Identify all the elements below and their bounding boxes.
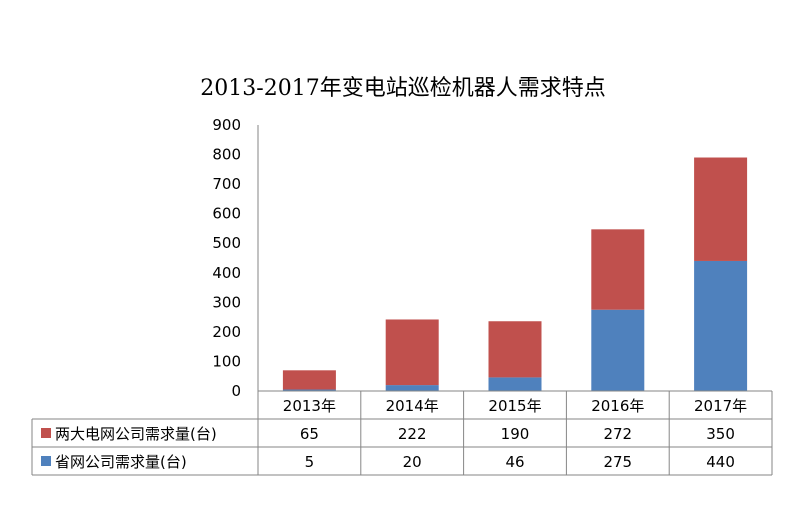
- data-label: 190: [501, 425, 530, 443]
- chart-title: 2013-2017年变电站巡检机器人需求特点: [200, 76, 606, 101]
- x-tick-label: 2016年: [591, 397, 644, 415]
- bar-grid-1: [282, 370, 336, 390]
- legend-key: [41, 456, 51, 466]
- y-tick-label: 200: [212, 323, 241, 341]
- data-label: 5: [305, 453, 315, 471]
- y-tick-label: 100: [212, 352, 241, 370]
- x-tick-label: 2014年: [386, 397, 439, 415]
- data-label: 350: [706, 425, 735, 443]
- bar-provincial-2: [385, 385, 439, 391]
- y-tick-label: 400: [212, 264, 241, 282]
- data-label: 272: [603, 425, 632, 443]
- bar-grid-5: [694, 157, 748, 261]
- y-tick-label: 600: [212, 205, 241, 223]
- bar-grid-2: [385, 319, 439, 386]
- y-tick-label: 800: [212, 146, 241, 164]
- data-label: 275: [603, 453, 632, 471]
- bar-provincial-3: [488, 377, 542, 391]
- bar-provincial-4: [591, 309, 645, 391]
- y-tick-label: 900: [212, 116, 241, 134]
- x-tick-label: 2013年: [283, 397, 336, 415]
- bar-provincial-1: [282, 389, 336, 391]
- bar-grid-3: [488, 321, 542, 378]
- legend-label: 省网公司需求量(台): [55, 453, 187, 471]
- data-label: 20: [403, 453, 422, 471]
- y-tick-label: 0: [231, 382, 241, 400]
- y-tick-label: 700: [212, 175, 241, 193]
- chart-bars: [282, 157, 748, 391]
- bar-provincial-5: [694, 260, 748, 391]
- data-label: 440: [706, 453, 735, 471]
- data-label: 222: [398, 425, 427, 443]
- y-tick-label: 300: [212, 293, 241, 311]
- x-tick-label: 2017年: [694, 397, 747, 415]
- chart-axes: 0 100 200 300 400 500 600 700 800 900: [212, 116, 259, 400]
- data-label: 46: [505, 453, 524, 471]
- legend-key: [41, 428, 51, 438]
- data-label: 65: [300, 425, 319, 443]
- bar-grid-4: [591, 229, 645, 310]
- y-tick-label: 500: [212, 234, 241, 252]
- x-tick-label: 2015年: [488, 397, 541, 415]
- legend-label: 两大电网公司需求量(台): [55, 425, 217, 443]
